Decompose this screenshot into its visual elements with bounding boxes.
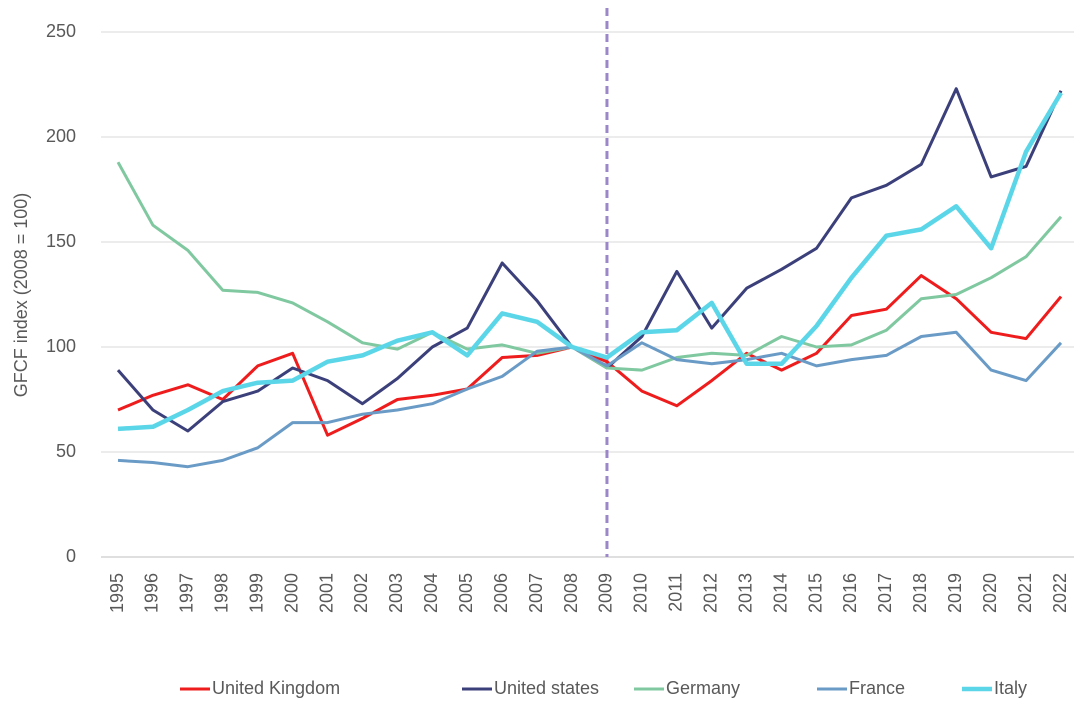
x-tick-label: 2004 (421, 573, 441, 613)
x-tick-label: 1997 (177, 573, 197, 613)
x-tick-label: 1996 (142, 573, 162, 613)
x-tick-label: 2017 (875, 573, 895, 613)
x-tick-label: 2009 (596, 573, 616, 613)
x-tick-label: 2012 (700, 573, 720, 613)
x-tick-label: 2002 (351, 573, 371, 613)
x-tick-label: 2018 (910, 573, 930, 613)
x-tick-label: 2020 (980, 573, 1000, 613)
x-tick-label: 2006 (491, 573, 511, 613)
x-tick-label: 2013 (735, 573, 755, 613)
y-tick-label: 200 (46, 126, 76, 146)
x-tick-label: 2001 (316, 573, 336, 613)
y-tick-label: 0 (66, 546, 76, 566)
x-tick-label: 2014 (770, 573, 790, 613)
x-tick-label: 1995 (107, 573, 127, 613)
legend-label: United Kingdom (212, 678, 340, 698)
series-line (117, 91, 1063, 432)
legend-label: Germany (666, 678, 740, 698)
y-tick-label: 50 (56, 441, 76, 461)
x-tick-label: 1998 (212, 573, 232, 613)
x-tick-label: 1999 (246, 573, 266, 613)
x-tick-label: 2011 (666, 573, 686, 612)
y-tick-label: 150 (46, 231, 76, 251)
x-tick-label: 2003 (386, 573, 406, 613)
x-tick-label: 2019 (945, 573, 965, 613)
x-tick-label: 2022 (1050, 573, 1070, 613)
series-line (117, 330, 1063, 469)
x-tick-label: 2015 (805, 573, 825, 613)
x-tick-label: 2021 (1015, 573, 1035, 613)
x-tick-label: 2000 (281, 573, 301, 613)
legend-label: United states (494, 678, 599, 698)
y-axis-label: GFCF index (2008 = 100) (11, 193, 31, 398)
x-tick-label: 2005 (456, 573, 476, 613)
legend-label: France (849, 678, 905, 698)
legend-label: Italy (994, 678, 1027, 698)
series-line (116, 87, 1063, 433)
x-tick-label: 2016 (840, 573, 860, 613)
x-tick-label: 2008 (561, 573, 581, 613)
x-tick-label: 2007 (526, 573, 546, 613)
y-tick-label: 250 (46, 21, 76, 41)
y-tick-label: 100 (46, 336, 76, 356)
x-tick-label: 2010 (631, 573, 651, 613)
